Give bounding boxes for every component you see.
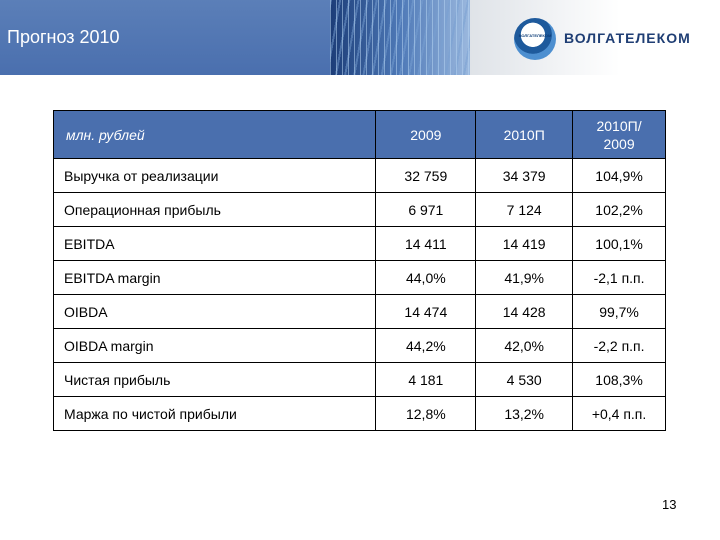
cell-ratio: 104,9% [572,158,666,193]
row-label: OIBDA margin [52,328,377,363]
cell-ratio: 99,7% [572,294,666,329]
row-label: Маржа по чистой прибыли [52,396,377,431]
table-row: OIBDA 14 474 14 428 99,7% [52,294,666,329]
cell-2010f: 13,2% [475,396,574,431]
row-label: Выручка от реализации [52,158,377,193]
cell-2010f: 34 379 [475,158,574,193]
row-label: Операционная прибыль [52,192,377,227]
cell-ratio: 102,2% [572,192,666,227]
cell-ratio: 108,3% [572,362,666,397]
row-label: EBITDA margin [52,260,377,295]
header-network-cables-image [330,0,470,75]
cell-2010f: 7 124 [475,192,574,227]
cell-2009: 6 971 [375,192,477,227]
page-title: Прогноз 2010 [7,27,120,47]
table-header-row: млн. рублей 2009 2010П 2010П/2009 [52,110,666,159]
column-header-2009: 2009 [375,110,477,159]
header-title-band: Прогноз 2010 [0,0,330,75]
cell-2009: 4 181 [375,362,477,397]
cell-2009: 12,8% [375,396,477,431]
cell-ratio: -2,2 п.п. [572,328,666,363]
table-row: EBITDA margin 44,0% 41,9% -2,1 п.п. [52,260,666,295]
logo-mark-text: ВОЛГАТЕЛЕКОМ [518,33,552,38]
table-row: Чистая прибыль 4 181 4 530 108,3% [52,362,666,397]
cell-2010f: 42,0% [475,328,574,363]
cell-2009: 32 759 [375,158,477,193]
table-row: Операционная прибыль 6 971 7 124 102,2% [52,192,666,227]
cell-2010f: 41,9% [475,260,574,295]
column-header-2010f: 2010П [475,110,574,159]
page-number: 13 [662,497,677,512]
logo-wordmark: ВОЛГАТЕЛЕКОМ [564,30,691,46]
cell-2009: 44,0% [375,260,477,295]
logo-globe-icon: ВОЛГАТЕЛЕКОМ [514,18,556,60]
column-header-units: млн. рублей [52,110,377,159]
table-row: Выручка от реализации 32 759 34 379 104,… [52,158,666,193]
column-header-ratio-text: 2010П/2009 [596,117,642,152]
company-logo: ВОЛГАТЕЛЕКОМ ВОЛГАТЕЛЕКОМ [514,18,694,60]
cell-2010f: 14 428 [475,294,574,329]
table-row: OIBDA margin 44,2% 42,0% -2,2 п.п. [52,328,666,363]
cell-2009: 14 474 [375,294,477,329]
forecast-table: млн. рублей 2009 2010П 2010П/2009 Выручк… [52,110,666,431]
row-label: Чистая прибыль [52,362,377,397]
cell-ratio: -2,1 п.п. [572,260,666,295]
row-label: EBITDA [52,226,377,261]
cell-2009: 44,2% [375,328,477,363]
cell-ratio: +0,4 п.п. [572,396,666,431]
column-header-ratio: 2010П/2009 [572,110,666,159]
cell-2009: 14 411 [375,226,477,261]
row-label: OIBDA [52,294,377,329]
header-logo-band [470,0,720,75]
table-row: EBITDA 14 411 14 419 100,1% [52,226,666,261]
cell-2010f: 4 530 [475,362,574,397]
cell-2010f: 14 419 [475,226,574,261]
slide-header: Прогноз 2010 ВОЛГАТЕЛЕКОМ ВОЛГАТЕЛЕКОМ [0,0,720,75]
cell-ratio: 100,1% [572,226,666,261]
table-row: Маржа по чистой прибыли 12,8% 13,2% +0,4… [52,396,666,431]
